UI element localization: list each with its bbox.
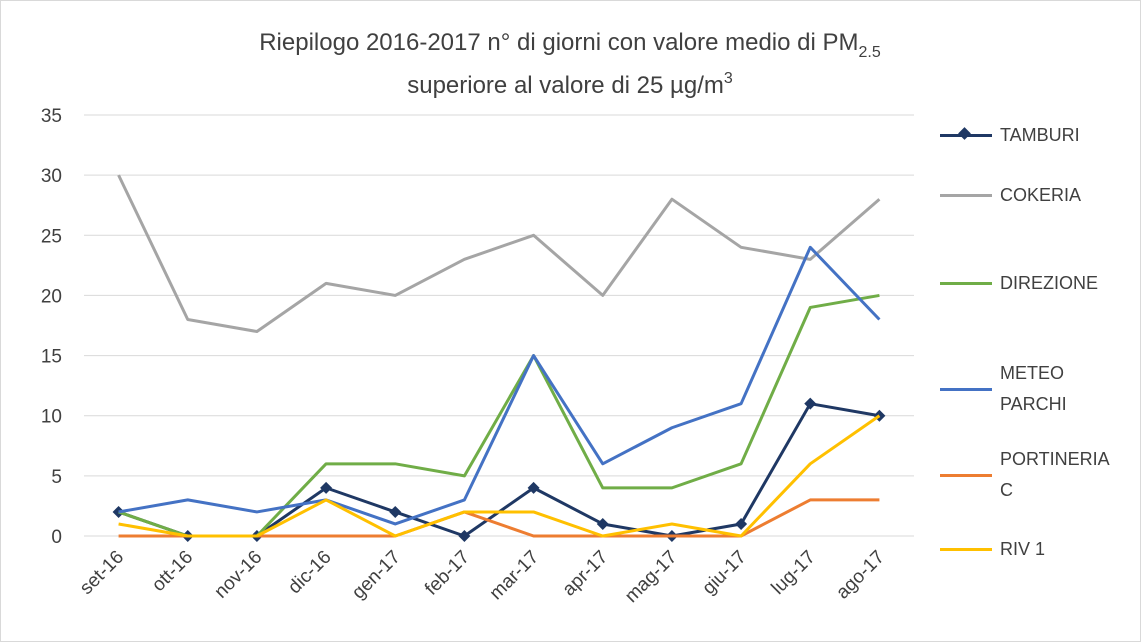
y-tick-label: 35 bbox=[41, 106, 62, 127]
data-point bbox=[320, 481, 333, 494]
series-line bbox=[117, 174, 881, 334]
legend-label: PORTINERIA C bbox=[1000, 449, 1109, 500]
y-tick-label: 20 bbox=[41, 286, 62, 307]
legend-item: COKERIA bbox=[940, 180, 1112, 211]
data-point bbox=[804, 397, 817, 410]
title-text: superiore al valore di 25 µg/m bbox=[407, 72, 724, 99]
legend-item: METEO PARCHI bbox=[940, 358, 1112, 420]
title-text: Riepilogo 2016-2017 n° di giorni con val… bbox=[259, 29, 858, 56]
legend-item: TAMBURI bbox=[940, 120, 1112, 151]
data-point bbox=[458, 530, 471, 542]
legend-swatch bbox=[940, 127, 992, 140]
chart-title: Riepilogo 2016-2017 n° di giorni con val… bbox=[259, 29, 881, 61]
legend-swatch bbox=[940, 473, 992, 477]
chart-title: superiore al valore di 25 µg/m3 bbox=[407, 70, 733, 99]
title-subscript: 2.5 bbox=[859, 44, 881, 61]
title-superscript: 3 bbox=[724, 70, 733, 87]
y-tick-label: 25 bbox=[41, 226, 62, 247]
legend-label: COKERIA bbox=[1000, 185, 1082, 205]
data-point bbox=[596, 517, 609, 530]
y-tick-label: 15 bbox=[41, 347, 62, 368]
data-point bbox=[735, 517, 748, 530]
legend-item: DIREZIONE bbox=[940, 268, 1112, 299]
legend-item: PORTINERIA C bbox=[940, 444, 1112, 506]
data-point bbox=[389, 505, 402, 518]
legend-marker bbox=[958, 127, 971, 140]
legend-item: RIV 1 bbox=[940, 534, 1112, 565]
legend-label: TAMBURI bbox=[1000, 125, 1080, 145]
legend-swatch bbox=[940, 194, 992, 197]
series-line bbox=[118, 245, 881, 526]
series-line bbox=[118, 414, 881, 538]
legend-label: DIREZIONE bbox=[1000, 273, 1099, 293]
legend-swatch bbox=[940, 387, 992, 391]
legend-label: RIV 1 bbox=[1000, 539, 1046, 559]
data-point bbox=[527, 481, 540, 494]
legend-swatch bbox=[940, 548, 992, 551]
y-tick-label: 10 bbox=[41, 407, 62, 428]
y-tick-label: 30 bbox=[41, 166, 62, 187]
y-tick-label: 0 bbox=[51, 527, 62, 548]
y-tick-label: 5 bbox=[51, 467, 62, 488]
legend-swatch bbox=[940, 282, 992, 285]
legend-label: METEO PARCHI bbox=[1000, 363, 1067, 414]
